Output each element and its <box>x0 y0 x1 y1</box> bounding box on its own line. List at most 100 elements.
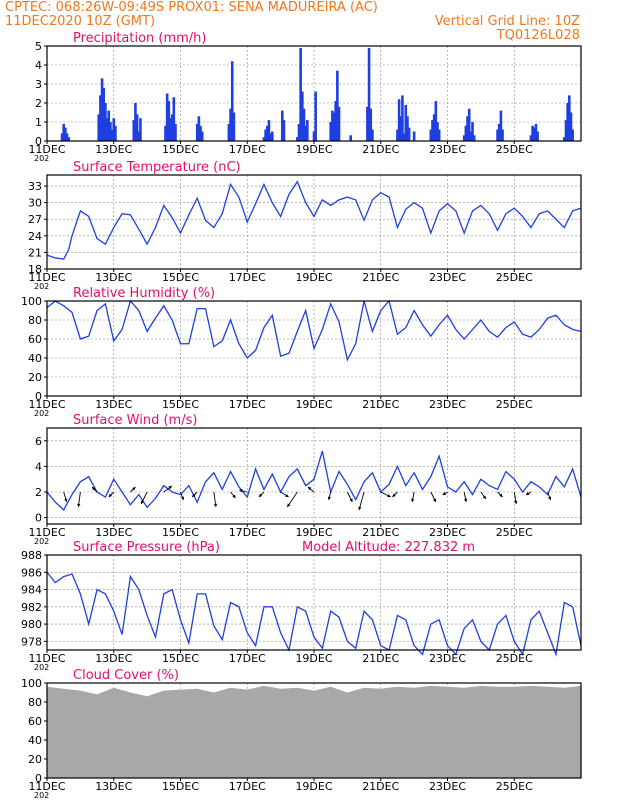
precip-bar <box>100 78 104 141</box>
precip-bar <box>312 131 316 141</box>
precip-title: Precipitation (mm/h) <box>73 31 206 46</box>
x-year-label: 202 <box>34 537 49 546</box>
x-tick-label: 11DEC <box>28 271 65 284</box>
precip-bar <box>296 137 299 141</box>
precip-bar <box>301 91 304 141</box>
wind-vector-arrowhead <box>482 495 486 499</box>
wind-vector-arrow <box>358 491 365 511</box>
x-tick-label: 21DEC <box>362 652 399 665</box>
precip-bar <box>429 129 433 141</box>
x-tick-label: 23DEC <box>429 143 466 156</box>
precip-bar <box>401 95 404 141</box>
x-tick-label: 17DEC <box>229 271 266 284</box>
precip-bar <box>265 125 269 141</box>
precip-bar <box>571 129 574 141</box>
wind-title: Surface Wind (m/s) <box>73 413 197 428</box>
x-tick-label: 13DEC <box>95 398 132 411</box>
precip-bar <box>114 125 117 141</box>
y-tick-label: 984 <box>21 584 42 597</box>
precip-bar <box>104 103 107 141</box>
precip-bar <box>434 101 438 141</box>
wind-vector-arrowhead <box>168 486 172 490</box>
precip-bar <box>331 110 334 141</box>
precip-bar <box>531 125 534 141</box>
x-tick-label: 23DEC <box>429 398 466 411</box>
precip-bar <box>267 120 271 141</box>
y-tick-label: 80 <box>28 696 42 709</box>
precip-bar <box>269 133 272 141</box>
y-tick-label: 100 <box>21 677 42 690</box>
precip-bar <box>436 122 439 141</box>
x-tick-label: 15DEC <box>162 143 199 156</box>
wind-series-line <box>46 450 582 511</box>
x-year-label: 202 <box>34 409 49 418</box>
precip-bar <box>566 103 569 141</box>
wind-vector-arrowhead <box>387 494 391 498</box>
precip-bar <box>280 110 284 141</box>
precip-bar <box>169 118 172 141</box>
x-tick-label: 17DEC <box>229 143 266 156</box>
precip-bar <box>467 108 471 141</box>
precip-bar <box>297 123 301 141</box>
rh-series-line <box>46 299 582 362</box>
precip-bar <box>164 125 167 141</box>
run-date-header: 11DEC2020 10Z (GMT) <box>5 14 156 29</box>
precip-bar <box>229 108 232 141</box>
precip-bar <box>270 131 274 141</box>
cloud-cover-area <box>47 685 581 778</box>
wind-vector-arrowhead <box>327 496 332 500</box>
precip-bar <box>170 114 174 141</box>
precip-bar <box>431 120 434 141</box>
wind-vector-arrowhead <box>463 498 468 502</box>
wind-vector-arrowhead <box>525 491 530 495</box>
precip-bar <box>230 61 234 142</box>
precip-panel: 0 1 2 3 4 5 11DEC 13DEC 15DEC 17DEC 19DEC 21DEC 23DE… <box>28 31 582 163</box>
wind-vector-arrowhead <box>349 498 353 502</box>
y-tick-label: 40 <box>28 352 42 365</box>
x-tick-label: 17DEC <box>229 398 266 411</box>
x-tick-label: 13DEC <box>95 780 132 793</box>
precip-bar <box>107 110 111 141</box>
x-tick-label: 21DEC <box>362 398 399 411</box>
precip-bar <box>109 122 112 141</box>
precip-bar <box>199 125 202 141</box>
precip-bar <box>102 87 106 141</box>
precip-bar <box>60 133 64 141</box>
precip-bar <box>532 127 536 141</box>
x-tick-label: 15DEC <box>162 780 199 793</box>
precip-bar <box>67 137 70 141</box>
precip-bar <box>105 118 109 141</box>
wind-vector-arrowhead <box>108 493 113 497</box>
precip-bar <box>349 135 353 141</box>
y-tick-label: 80 <box>28 314 42 327</box>
wind-vector-arrowhead <box>358 506 362 510</box>
x-tick-label: 25DEC <box>496 143 533 156</box>
precip-bar <box>314 91 317 141</box>
precip-bar <box>62 123 65 141</box>
y-tick-label: 1 <box>35 116 42 129</box>
y-tick-label: 18 <box>28 263 42 276</box>
y-tick-label: 30 <box>28 197 42 210</box>
pres-subtitle: Model Altitude: 227.832 m <box>302 540 475 555</box>
precip-bar <box>334 101 337 141</box>
temp-series-line <box>46 180 582 260</box>
precip-bar <box>329 122 332 141</box>
precip-bar <box>529 135 533 141</box>
precip-bar <box>369 108 373 141</box>
x-tick-label: 21DEC <box>362 780 399 793</box>
precip-bar <box>167 101 171 141</box>
y-tick-label: 978 <box>21 635 42 648</box>
y-tick-label: 20 <box>28 753 42 766</box>
y-tick-label: 2 <box>35 97 42 110</box>
precip-bar <box>264 129 267 141</box>
x-year-label: 202 <box>34 154 49 163</box>
wind-vector-arrowhead <box>258 493 263 497</box>
y-tick-label: 4 <box>35 460 42 473</box>
x-tick-label: 25DEC <box>496 398 533 411</box>
y-tick-label: 21 <box>28 246 42 259</box>
precip-bar <box>336 70 339 141</box>
wind-vector-arrowhead <box>287 503 291 507</box>
x-tick-label: 25DEC <box>496 526 533 539</box>
x-tick-label: 11DEC <box>28 652 65 665</box>
precip-bar <box>304 125 307 141</box>
